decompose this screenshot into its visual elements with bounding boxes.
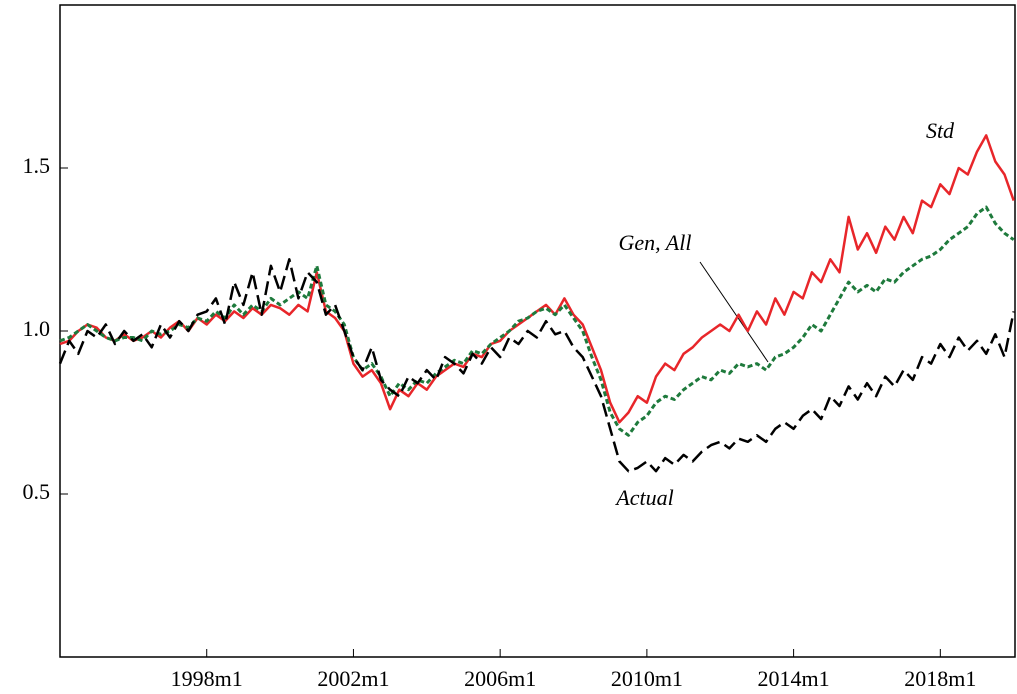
plot-frame [59, 4, 1016, 658]
x-tick-label: 2014m1 [758, 666, 830, 691]
series-line [58, 258, 1015, 473]
y-tick-label: 1.0 [23, 316, 51, 341]
x-tick-label: 2018m1 [904, 666, 976, 691]
annotation-pointer [699, 261, 769, 363]
series-label: Gen, All [619, 230, 692, 255]
x-tick-label: 2002m1 [317, 666, 389, 691]
x-tick-label: 1998m1 [171, 666, 243, 691]
series-label: Actual [614, 485, 673, 510]
x-tick-label: 2006m1 [464, 666, 536, 691]
y-tick-label: 1.5 [23, 153, 51, 178]
series-line [59, 205, 1015, 437]
series-label: Std [926, 118, 955, 143]
series-line [59, 134, 1015, 424]
x-tick-label: 2010m1 [611, 666, 683, 691]
y-tick-label: 0.5 [23, 479, 51, 504]
